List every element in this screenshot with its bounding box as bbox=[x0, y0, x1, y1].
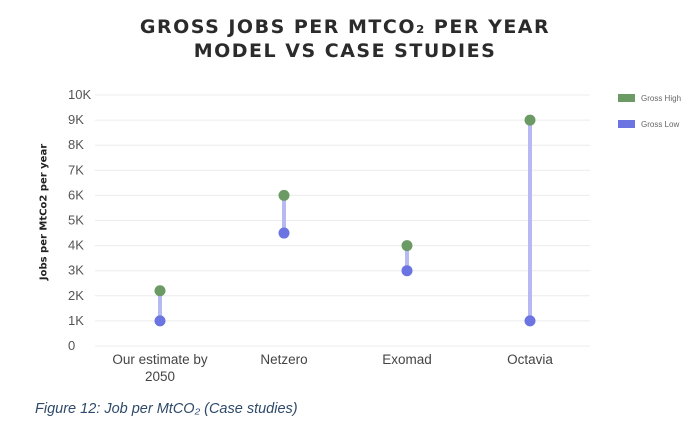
y-tick-label: 2K bbox=[68, 288, 84, 303]
y-tick-label: 8K bbox=[68, 137, 84, 152]
dumbbell-marks bbox=[154, 114, 536, 327]
x-axis-categories: Our estimate by 2050 Netzero Exomad Octavia bbox=[112, 352, 553, 384]
y-tick-label: 10K bbox=[68, 87, 91, 102]
y-tick-label: 3K bbox=[68, 263, 84, 278]
y-tick-label: 7K bbox=[68, 162, 84, 177]
point-gross-high bbox=[524, 114, 536, 126]
point-gross-low bbox=[154, 315, 166, 327]
y-tick-label: 4K bbox=[68, 238, 84, 253]
figure-caption: Figure 12: Job per MtCO₂ (Case studies) bbox=[35, 401, 298, 417]
dumbbell-chart: 0 1K 2K 3K 4K 5K 6K 7K 8K 9K 10K Our estimate by 20… bbox=[68, 87, 681, 384]
chart-title-line2: MODEL VS CASE STUDIES bbox=[193, 40, 497, 62]
point-gross-high bbox=[278, 189, 290, 201]
point-gross-low bbox=[278, 227, 290, 239]
legend: Gross High Gross Low bbox=[618, 94, 681, 129]
point-gross-low bbox=[401, 265, 413, 277]
legend-label: Gross Low bbox=[641, 120, 679, 129]
y-axis-ticks: 0 1K 2K 3K 4K 5K 6K 7K 8K 9K 10K bbox=[68, 87, 91, 353]
chart-title-line1: GROSS JOBS PER MTCO₂ PER YEAR bbox=[139, 16, 551, 38]
y-tick-label: 6K bbox=[68, 187, 84, 202]
point-gross-high bbox=[154, 285, 166, 297]
x-category-label: Our estimate by bbox=[112, 352, 208, 367]
x-category-label: Netzero bbox=[260, 352, 307, 367]
legend-swatch bbox=[618, 120, 635, 128]
x-category-label-line2: 2050 bbox=[145, 369, 175, 384]
legend-swatch bbox=[618, 94, 635, 102]
point-gross-low bbox=[524, 315, 536, 327]
y-tick-label: 1K bbox=[68, 313, 84, 328]
y-tick-label: 0 bbox=[68, 338, 75, 353]
x-category-label: Octavia bbox=[507, 352, 553, 367]
gridlines bbox=[95, 94, 590, 347]
point-gross-high bbox=[401, 240, 413, 252]
y-tick-label: 9K bbox=[68, 112, 84, 127]
x-category-label: Exomad bbox=[382, 352, 432, 367]
y-tick-label: 5K bbox=[68, 213, 84, 228]
legend-label: Gross High bbox=[641, 94, 681, 103]
